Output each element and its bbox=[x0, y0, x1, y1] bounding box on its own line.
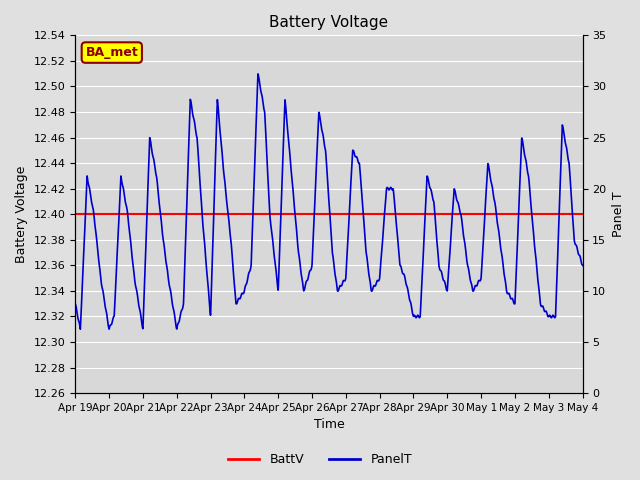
Title: Battery Voltage: Battery Voltage bbox=[269, 15, 388, 30]
X-axis label: Time: Time bbox=[314, 419, 344, 432]
Legend: BattV, PanelT: BattV, PanelT bbox=[223, 448, 417, 471]
Y-axis label: Battery Voltage: Battery Voltage bbox=[15, 166, 28, 263]
Y-axis label: Panel T: Panel T bbox=[612, 192, 625, 237]
Text: BA_met: BA_met bbox=[85, 46, 138, 59]
